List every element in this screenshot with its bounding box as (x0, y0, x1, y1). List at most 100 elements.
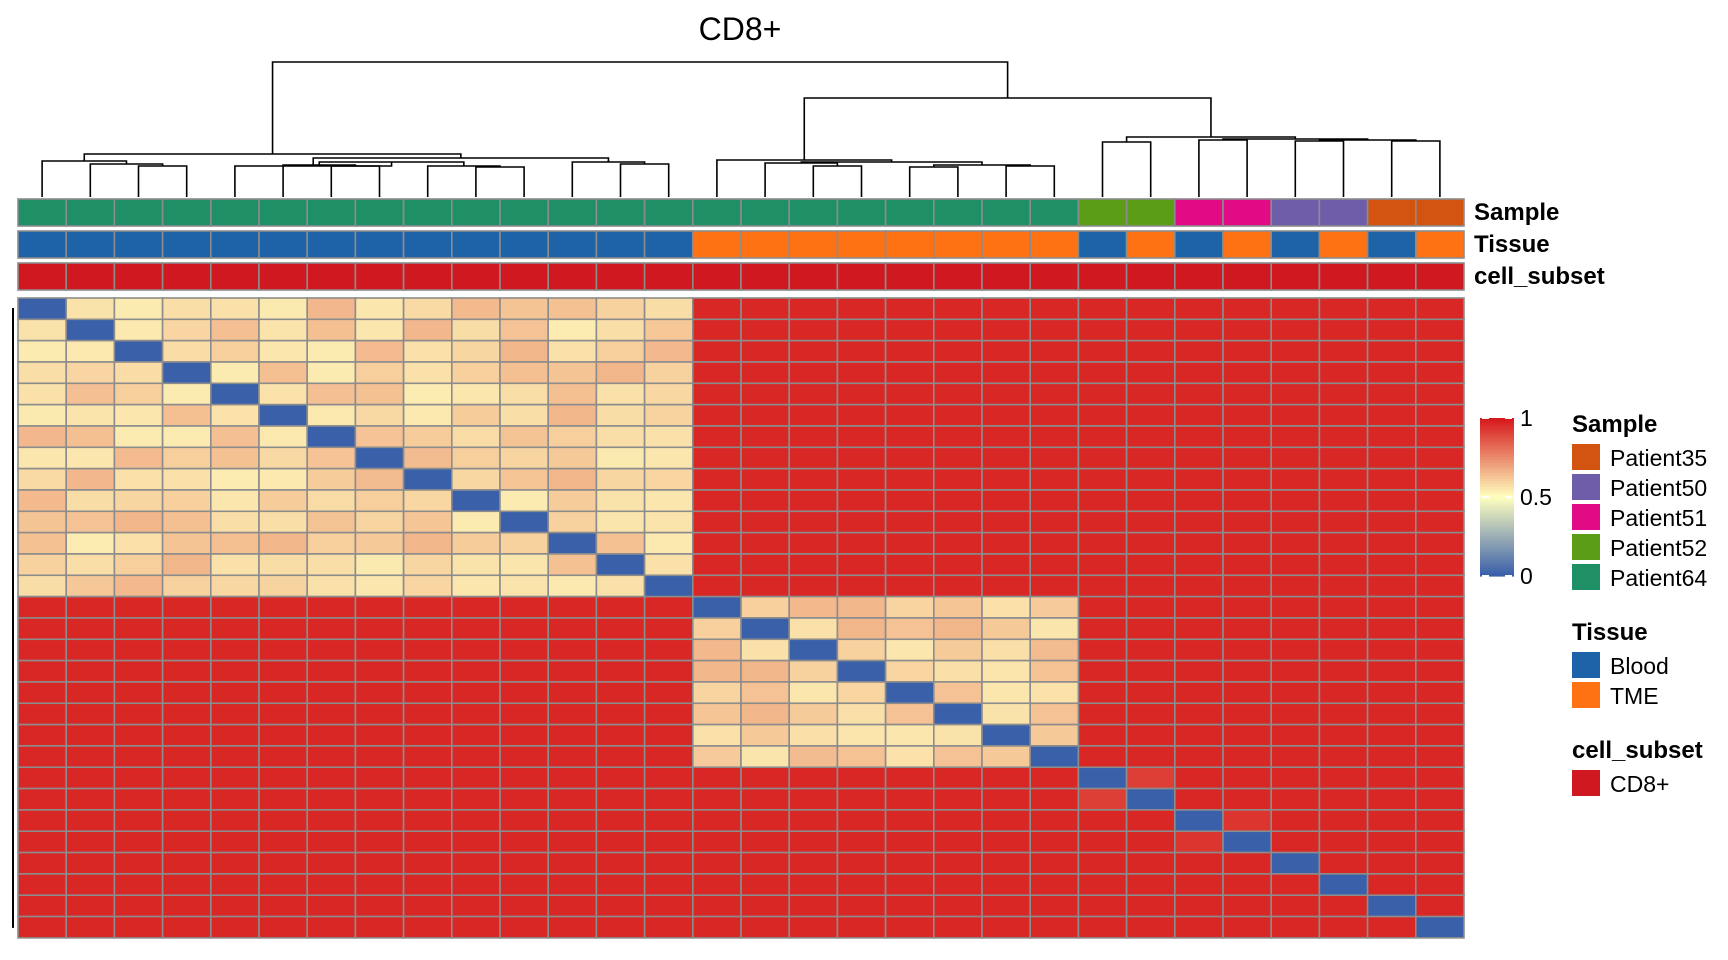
heatmap-cell (981, 339, 1032, 363)
heatmap-cell (1029, 873, 1080, 897)
heatmap-cell (643, 809, 694, 833)
heatmap-cell (1029, 787, 1080, 811)
heatmap-cell (1318, 297, 1369, 321)
heatmap-cell (547, 830, 598, 854)
heatmap-cell (450, 446, 501, 470)
heatmap-cell (306, 702, 357, 726)
heatmap-cell (65, 403, 116, 427)
heatmap-cell (17, 595, 68, 619)
heatmap-cell (691, 830, 742, 854)
heatmap-cell (1366, 361, 1417, 385)
colorbar-step (1480, 491, 1514, 495)
heatmap-cell (932, 574, 983, 598)
heatmap-cell (354, 382, 405, 406)
heatmap-cell (17, 915, 68, 939)
heatmap-cell (643, 638, 694, 662)
heatmap-cell (884, 851, 935, 875)
heatmap-cell (1318, 339, 1369, 363)
heatmap-cell (691, 659, 742, 683)
heatmap-cell (354, 318, 405, 342)
heatmap-cell (788, 382, 839, 406)
heatmap-cell (740, 297, 791, 321)
cell-subset-annotation-cell (547, 262, 598, 291)
heatmap-cell (450, 339, 501, 363)
heatmap-cell (17, 809, 68, 833)
heatmap-cell (258, 446, 309, 470)
heatmap-cell (740, 915, 791, 939)
heatmap-cell (1415, 425, 1465, 449)
heatmap-cell (691, 787, 742, 811)
heatmap-cell (1270, 446, 1321, 470)
heatmap-cell (595, 915, 646, 939)
heatmap-cell (1222, 809, 1273, 833)
heatmap-cell (547, 915, 598, 939)
tissue-annotation-cell (65, 230, 116, 259)
heatmap-cell (1318, 809, 1369, 833)
sample-annotation-cell (1222, 198, 1273, 227)
colorbar-step (1480, 441, 1514, 445)
heatmap-cell (788, 318, 839, 342)
heatmap-cell (691, 382, 742, 406)
heatmap-cell (547, 851, 598, 875)
heatmap-cell (113, 361, 164, 385)
heatmap-cell (1077, 659, 1128, 683)
heatmap-cell (1366, 915, 1417, 939)
colorbar-step (1480, 525, 1514, 530)
tissue-legend-title: Tissue (1572, 619, 1648, 646)
heatmap-cell (1077, 339, 1128, 363)
heatmap-cell (884, 787, 935, 811)
colorbar-tick-label: 1 (1520, 405, 1533, 431)
heatmap-cell (1366, 787, 1417, 811)
heatmap-cell (884, 382, 935, 406)
heatmap-cell (740, 702, 791, 726)
heatmap-cell (643, 510, 694, 534)
colorbar-step (1480, 452, 1514, 456)
heatmap-cell (113, 638, 164, 662)
heatmap-cell (1174, 745, 1224, 769)
heatmap-cell (643, 617, 694, 641)
heatmap-cell (1318, 467, 1369, 491)
heatmap-cell (65, 489, 116, 513)
heatmap-cell (788, 489, 839, 513)
heatmap-cell (932, 467, 983, 491)
heatmap-cell (691, 873, 742, 897)
colorbar-step (1480, 552, 1514, 556)
heatmap-cell (258, 851, 309, 875)
heatmap-cell (402, 446, 453, 470)
heatmap-cell (1125, 318, 1176, 342)
heatmap-cell (210, 595, 260, 619)
heatmap-cell (1029, 403, 1080, 427)
cell-subset-annotation-cell (1174, 262, 1224, 291)
heatmap-cell (499, 745, 550, 769)
heatmap-cell (1415, 745, 1465, 769)
heatmap-cell (1270, 702, 1321, 726)
heatmap-cell (643, 851, 694, 875)
heatmap-cell (1077, 574, 1128, 598)
heatmap-cell (981, 745, 1032, 769)
heatmap-cell (306, 638, 357, 662)
heatmap-cell (450, 403, 501, 427)
heatmap-cell (161, 894, 212, 918)
sample-legend-label: Patient50 (1610, 475, 1707, 501)
tissue-annotation-cell (932, 230, 983, 259)
heatmap-cell (691, 531, 742, 555)
heatmap-cell (691, 851, 742, 875)
heatmap-cell (1029, 617, 1080, 641)
heatmap-cell (691, 425, 742, 449)
heatmap-cell (932, 382, 983, 406)
heatmap-cell (1366, 339, 1417, 363)
heatmap-cell (788, 723, 839, 747)
heatmap-cell (547, 659, 598, 683)
colorbar-step (1480, 497, 1514, 501)
heatmap-cell (1077, 297, 1128, 321)
cell-subset-legend-label: CD8+ (1610, 771, 1669, 797)
heatmap-cell (1029, 297, 1080, 321)
heatmap-cell (17, 681, 68, 705)
heatmap-cell (1415, 510, 1465, 534)
tissue-annotation-cell (210, 230, 260, 259)
heatmap-cell (1270, 510, 1321, 534)
heatmap-cell (788, 531, 839, 555)
heatmap-cell (595, 361, 646, 385)
dendrogram-branch (812, 165, 863, 197)
